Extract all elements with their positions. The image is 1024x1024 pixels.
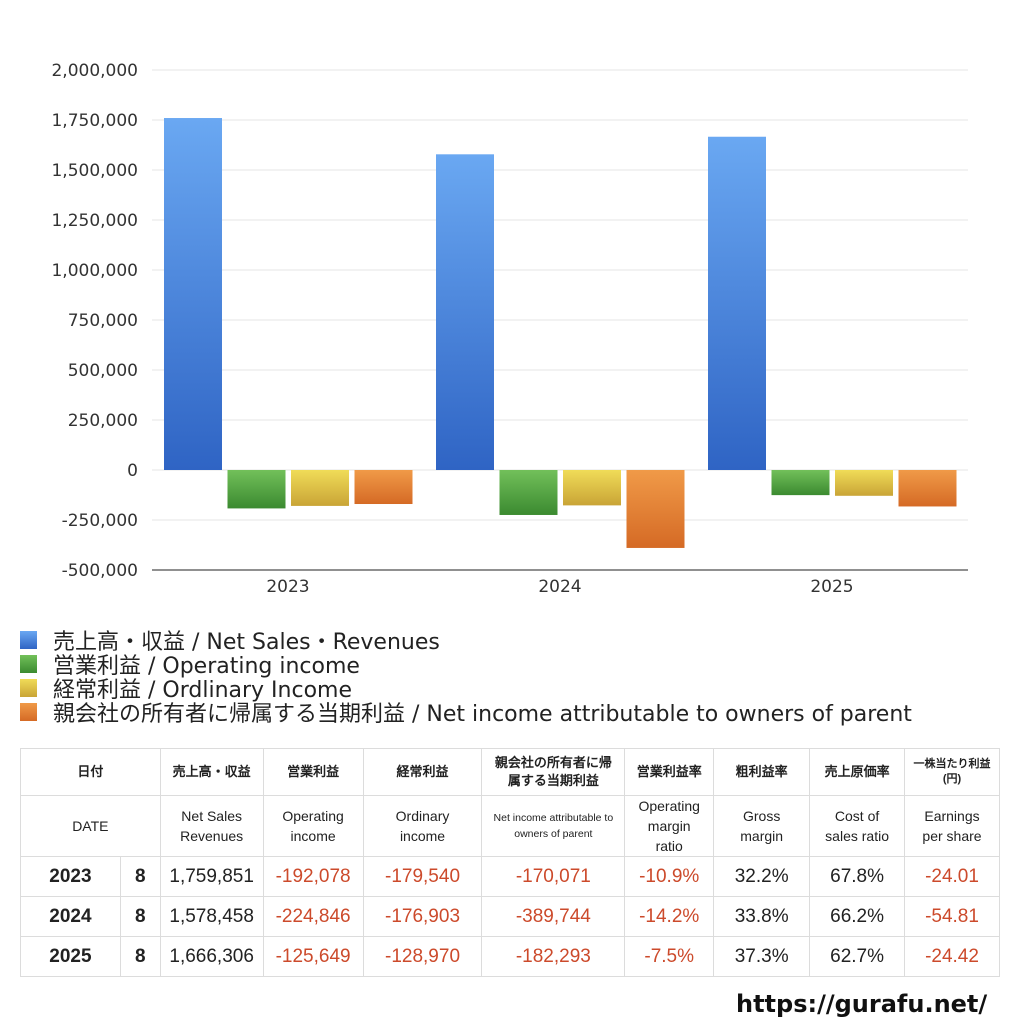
row-gross-margin: 33.8% [713,896,811,937]
legend-label-net: 親会社の所有者に帰属する当期利益 / Net income attributab… [53,702,912,727]
row-eps: -24.01 [904,856,1000,897]
bar-2024-series-2 [563,470,621,506]
bar-chart: 2,000,000 1,750,000 1,500,000 1,250,000 1,00… [51,61,968,597]
y-tick-label: 500,000 [68,361,138,381]
row-ordinary: -176,903 [362,896,483,937]
row-eps: -24.42 [904,936,1000,977]
row-sales: 1,666,306 [159,936,264,977]
legend-swatch-sales [20,631,37,649]
x-tick-label: 2025 [810,577,853,597]
row-year: 2024 [20,896,121,937]
header-ordinary-en: Ordinary income [362,795,483,857]
header-net-jp: 親会社の所有者に帰属する当期利益 [481,748,626,796]
header-cost-ratio-en: Cost of sales ratio [809,795,905,857]
legend-label-ordinary: 経常利益 / Ordlinary Income [53,678,352,703]
bar-2023-series-0 [164,118,222,471]
row-month: 8 [119,896,161,937]
y-tick-label: -500,000 [62,561,138,581]
header-gross-margin-jp: 粗利益率 [713,748,811,796]
bar-2025-series-3 [898,470,957,507]
legend-label-operating: 営業利益 / Operating income [53,654,360,679]
bar-2023-series-3 [354,470,413,505]
legend-swatch-net [20,703,37,721]
row-cost-ratio: 62.7% [809,936,905,977]
row-net: -170,071 [481,856,626,897]
header-gross-margin-en: Gross margin [713,795,811,857]
legend-swatch-ordinary [20,679,37,697]
bar-2024-series-0 [436,154,494,470]
y-tick-label: 1,000,000 [51,261,138,281]
row-month: 8 [119,856,161,897]
y-tick-label: 1,250,000 [51,211,138,231]
header-sales-en: Net Sales Revenues [159,795,264,857]
table-header-jp: 日付 売上高・収益 営業利益 経常利益 親会社の所有者に帰属する当期利益 営業利… [20,748,1000,796]
row-operating: -224,846 [262,896,364,937]
bar-2023-series-1 [227,470,286,509]
header-operating-jp: 営業利益 [262,748,364,796]
header-net-en: Net income attributable to owners of par… [481,795,626,857]
financial-table: 日付 売上高・収益 営業利益 経常利益 親会社の所有者に帰属する当期利益 営業利… [20,748,1000,977]
row-year: 2023 [20,856,121,897]
y-tick-label: 2,000,000 [51,61,138,81]
legend-item-net: 親会社の所有者に帰属する当期利益 / Net income attributab… [20,700,912,727]
row-gross-margin: 37.3% [713,936,811,977]
y-tick-label: 1,750,000 [51,111,138,131]
chart-legend: 売上高・収益 / Net Sales・Revenues 営業利益 / Opera… [20,628,912,727]
legend-item-operating: 営業利益 / Operating income [20,652,912,679]
row-operating: -125,649 [262,936,364,977]
row-month: 8 [119,936,161,977]
row-year: 2025 [20,936,121,977]
header-operating-en: Operating income [262,795,364,857]
y-tick-label: -250,000 [62,511,138,531]
header-op-margin-en: Operating margin ratio [624,795,715,857]
y-tick-label: 250,000 [68,411,138,431]
bar-2025-series-2 [835,470,893,496]
row-net: -389,744 [481,896,626,937]
header-eps-en: Earnings per share [904,795,1000,857]
header-date-jp: 日付 [20,748,161,796]
row-sales: 1,578,458 [159,896,264,937]
site-url[interactable]: https://gurafu.net/ [736,990,988,1018]
bar-2023-series-2 [291,470,349,506]
header-eps-jp: 一株当たり利益(円) [904,748,1000,796]
header-ordinary-jp: 経常利益 [362,748,483,796]
table-header-en: DATE Net Sales Revenues Operating income… [20,795,1000,857]
row-gross-margin: 32.2% [713,856,811,897]
row-op-margin: -10.9% [624,856,715,897]
row-op-margin: -7.5% [624,936,715,977]
row-op-margin: -14.2% [624,896,715,937]
x-tick-label: 2024 [538,577,581,597]
legend-swatch-operating [20,655,37,673]
x-tick-label: 2023 [266,577,309,597]
row-operating: -192,078 [262,856,364,897]
row-ordinary: -128,970 [362,936,483,977]
table-row: 2025 8 1,666,306 -125,649 -128,970 -182,… [20,936,1000,977]
bar-2024-series-3 [626,470,685,548]
row-eps: -54.81 [904,896,1000,937]
table-row: 2023 8 1,759,851 -192,078 -179,540 -170,… [20,856,1000,897]
header-cost-ratio-jp: 売上原価率 [809,748,905,796]
bar-2025-series-1 [771,470,830,496]
y-tick-label: 750,000 [68,311,138,331]
row-net: -182,293 [481,936,626,977]
row-sales: 1,759,851 [159,856,264,897]
header-sales-jp: 売上高・収益 [159,748,264,796]
table-row: 2024 8 1,578,458 -224,846 -176,903 -389,… [20,896,1000,937]
header-date-en: DATE [20,795,161,857]
header-op-margin-jp: 営業利益率 [624,748,715,796]
row-cost-ratio: 66.2% [809,896,905,937]
bar-2024-series-1 [499,470,558,515]
bar-2025-series-0 [708,136,766,470]
legend-item-sales: 売上高・収益 / Net Sales・Revenues [20,628,912,655]
legend-label-sales: 売上高・収益 / Net Sales・Revenues [53,630,440,655]
row-ordinary: -179,540 [362,856,483,897]
row-cost-ratio: 67.8% [809,856,905,897]
y-tick-label: 0 [127,461,138,481]
legend-item-ordinary: 経常利益 / Ordlinary Income [20,676,912,703]
y-tick-label: 1,500,000 [51,161,138,181]
